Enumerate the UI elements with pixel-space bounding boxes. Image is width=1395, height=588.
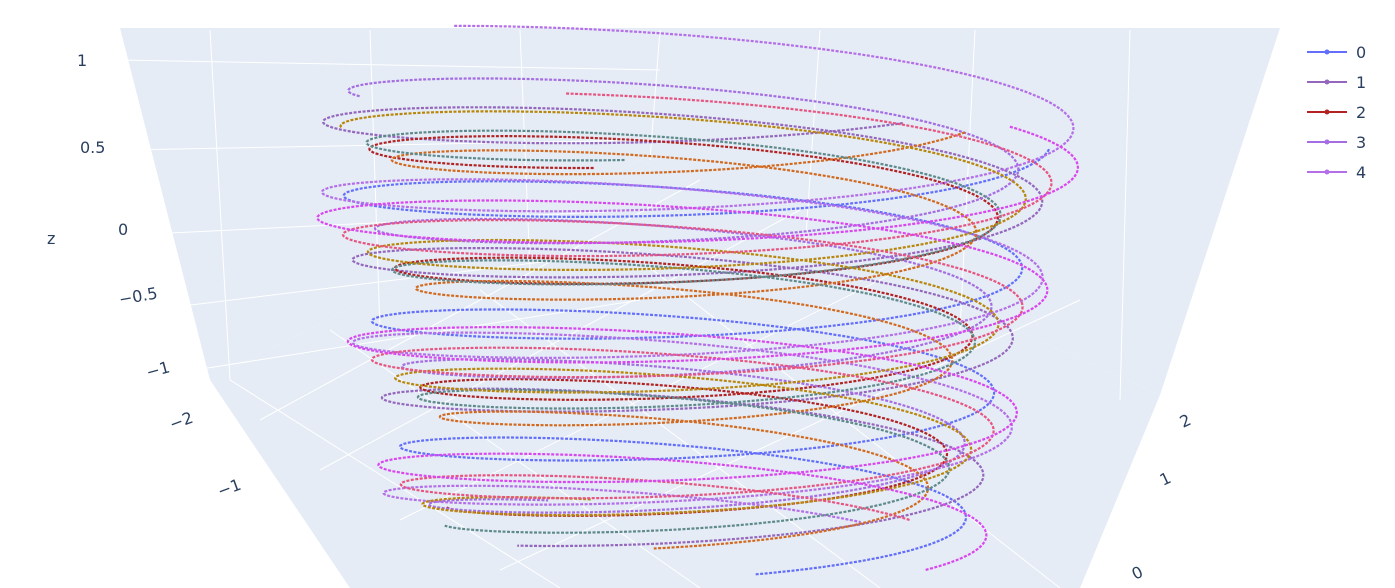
gridline — [129, 209, 641, 236]
gridline — [229, 379, 561, 588]
y-tick-label: 2 — [1177, 410, 1194, 432]
gridline — [119, 59, 661, 71]
legend-item[interactable]: 1 — [1307, 73, 1366, 92]
series-line — [321, 106, 1044, 548]
legend[interactable]: 0 1 2 3 4 — [1307, 43, 1366, 182]
gridline — [804, 29, 821, 251]
legend-item[interactable]: 3 — [1307, 133, 1366, 152]
gridline — [369, 29, 381, 331]
z-tick-label: 0 — [118, 220, 128, 239]
gridline — [149, 249, 641, 311]
gridline — [1119, 29, 1131, 401]
z-tick-label: 1 — [77, 51, 87, 70]
legend-item[interactable]: 4 — [1307, 163, 1366, 182]
x-axis-ticks: −2 −1 — [167, 408, 244, 501]
legend-label: 0 — [1356, 43, 1366, 62]
x-tick-label: −2 — [167, 408, 196, 434]
gridline — [479, 289, 881, 588]
series-line — [368, 135, 1000, 517]
series-line — [316, 125, 1080, 572]
legend-item[interactable]: 0 — [1307, 43, 1366, 62]
gridline — [639, 259, 1061, 588]
z-tick-label: −0.5 — [117, 283, 159, 308]
gridline — [649, 29, 661, 161]
legend-label: 1 — [1356, 73, 1366, 92]
legend-label: 3 — [1356, 133, 1366, 152]
y-tick-label: 0 — [1129, 562, 1146, 584]
y-tick-label: 1 — [1157, 468, 1174, 490]
z-axis-title: z — [47, 229, 55, 248]
series-line — [390, 131, 978, 550]
x-tick-label: −1 — [215, 475, 244, 501]
gridline — [209, 29, 231, 381]
series-line — [347, 77, 1020, 514]
z-tick-label: 0.5 — [80, 138, 105, 157]
gridline — [124, 139, 651, 151]
z-tick-label: −1 — [144, 357, 172, 381]
legend-item[interactable]: 2 — [1307, 103, 1366, 122]
gridline — [259, 179, 701, 421]
legend-label: 2 — [1356, 103, 1366, 122]
series-line — [342, 148, 1051, 576]
series-line — [341, 92, 1053, 522]
data-traces — [316, 24, 1080, 576]
legend-label: 4 — [1356, 163, 1366, 182]
series-line — [320, 24, 1075, 524]
